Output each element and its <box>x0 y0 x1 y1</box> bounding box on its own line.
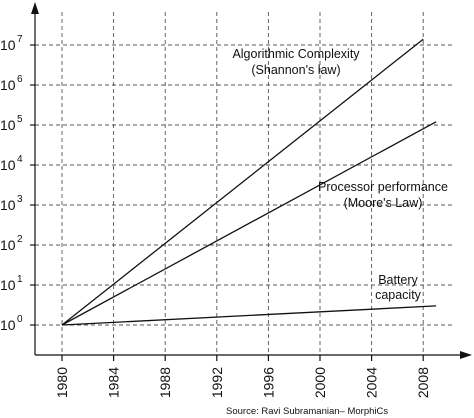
y-tick-label: 10 <box>0 117 16 133</box>
x-tick-label: 1996 <box>260 367 276 398</box>
y-tick-label: 10 <box>0 277 16 293</box>
series-label: Algorithmic Complexity <box>232 47 360 61</box>
x-tick-label: 2008 <box>415 367 431 398</box>
x-tick-label: 1988 <box>157 367 173 398</box>
x-axis-arrowhead <box>460 351 472 359</box>
y-tick-exponent: 3 <box>17 194 23 205</box>
x-tick-label: 1984 <box>106 367 122 398</box>
y-axis-arrowhead <box>31 2 39 14</box>
series-label: (Moore's Law) <box>344 196 423 210</box>
y-tick-exponent: 5 <box>17 114 23 125</box>
y-tick-exponent: 2 <box>17 234 23 245</box>
y-tick-label: 10 <box>0 77 16 93</box>
series-label: Battery <box>378 273 418 287</box>
y-tick-exponent: 0 <box>17 314 23 325</box>
y-tick-exponent: 4 <box>17 154 23 165</box>
x-ticks: 1980 1984 1988 1992 1996 2000 2004 2008 <box>54 355 431 398</box>
series-line <box>61 38 424 326</box>
source-note: Source: Ravi Subramanian– MorphiCs <box>226 406 388 417</box>
y-tick-label: 10 <box>0 197 16 213</box>
x-tick-label: 1980 <box>54 367 70 398</box>
y-tick-label: 10 <box>0 157 16 173</box>
series-label: (Shannon's law) <box>251 63 340 77</box>
y-tick-label: 10 <box>0 317 16 333</box>
y-tick-exponent: 7 <box>17 34 23 45</box>
series-lines <box>61 38 437 326</box>
y-tick-exponent: 1 <box>17 274 23 285</box>
series-label: capacity <box>375 288 422 302</box>
axes <box>31 2 472 359</box>
series-labels: Algorithmic Complexity (Shannon's law) Pro… <box>232 47 448 302</box>
y-tick-label: 10 <box>0 37 16 53</box>
grid <box>35 12 455 355</box>
series-line <box>61 121 437 326</box>
series-label: Processor performance <box>318 180 448 194</box>
x-tick-label: 2000 <box>312 367 328 398</box>
y-tick-exponent: 6 <box>17 74 23 85</box>
x-tick-label: 2004 <box>364 367 380 398</box>
series-line <box>61 305 437 326</box>
x-tick-label: 1992 <box>209 367 225 398</box>
y-tick-label: 10 <box>0 237 16 253</box>
